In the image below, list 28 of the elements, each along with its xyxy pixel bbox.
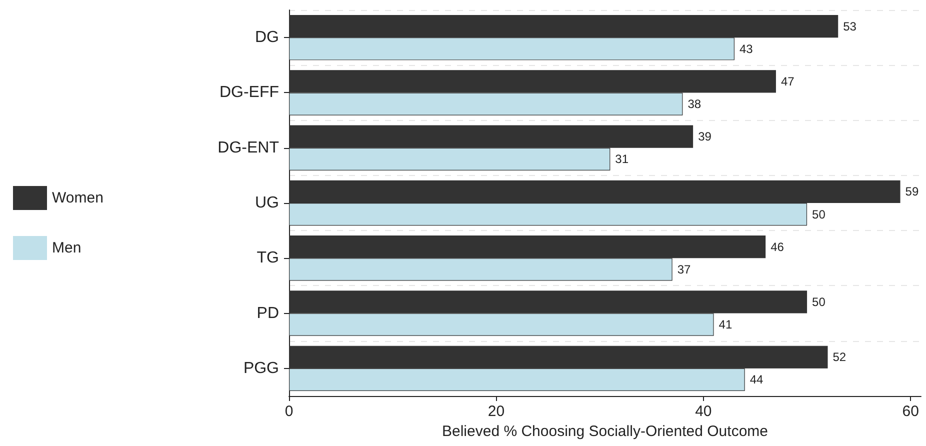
x-tick-label: 20 — [488, 403, 505, 420]
y-tick-label: TG — [256, 250, 279, 267]
data-label: 53 — [843, 19, 857, 34]
data-label: 37 — [677, 262, 692, 276]
x-axis-title: Believed % Choosing Socially-Oriented Outcome — [442, 423, 768, 440]
data-label: 41 — [718, 318, 732, 332]
data-label: 31 — [615, 152, 629, 166]
legend-label: Women — [52, 190, 104, 206]
y-tick-label: DG — [255, 29, 279, 46]
data-label: 43 — [740, 42, 754, 56]
x-tick-label: 40 — [695, 403, 712, 420]
y-tick-label: UG — [255, 194, 279, 212]
data-label: 52 — [832, 350, 846, 364]
data-label: 50 — [812, 207, 826, 222]
data-label: 38 — [688, 97, 702, 112]
data-label: 46 — [770, 240, 784, 254]
x-tick-label: 60 — [902, 403, 919, 420]
data-label: 39 — [698, 130, 712, 144]
y-tick-label: PD — [256, 304, 279, 322]
data-label: 50 — [812, 294, 826, 309]
legend-label: Men — [52, 240, 82, 256]
data-label: 44 — [750, 372, 764, 387]
y-tick-label: DG-EFF — [219, 84, 280, 102]
data-label: 59 — [905, 184, 919, 199]
data-label: 47 — [780, 74, 795, 88]
y-tick-label: DG-ENT — [218, 139, 280, 156]
y-tick-label: PGG — [243, 360, 279, 377]
x-tick-label: 0 — [284, 403, 294, 420]
